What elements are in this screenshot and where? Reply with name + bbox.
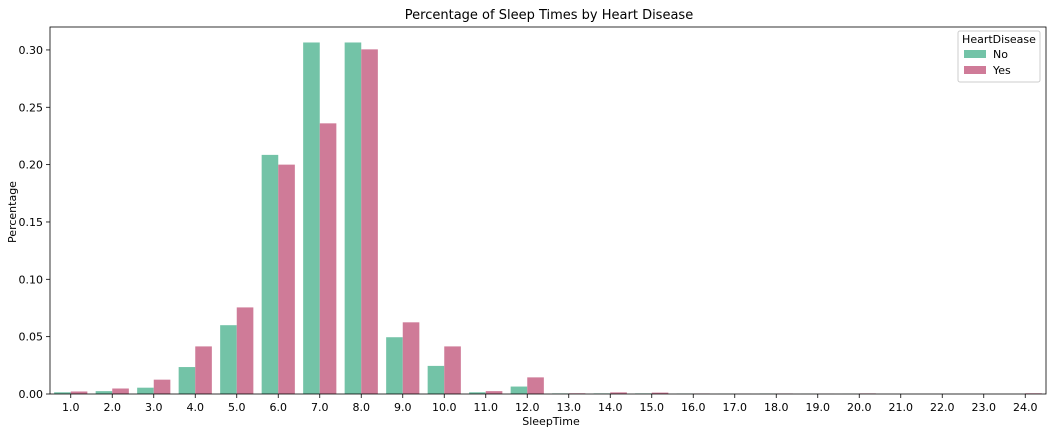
bar-no-1.0 [54,392,71,394]
x-tick-label: 11.0 [474,401,499,414]
bar-yes-7.0 [319,123,337,394]
bar-yes-4.0 [195,346,212,394]
y-tick-label: 0.15 [19,216,44,229]
x-tick-label: 18.0 [764,401,789,414]
x-tick-label: 4.0 [187,401,205,414]
legend: HeartDisease No Yes [957,30,1041,83]
legend-swatch-yes [964,66,986,74]
y-tick-label: 0.05 [19,331,44,344]
plot-frame [49,26,1047,395]
bar-no-2.0 [95,391,113,394]
x-tick-label: 3.0 [145,401,163,414]
legend-swatch-no [964,50,986,58]
bar-no-12.0 [510,386,528,394]
bar-yes-14.0 [610,392,627,394]
x-tick-label: 22.0 [930,401,955,414]
x-tick-label: 19.0 [806,401,831,414]
x-tick-label: 23.0 [972,401,997,414]
bar-yes-9.0 [402,322,420,394]
bar-yes-6.0 [278,164,295,395]
bar-yes-11.0 [485,391,503,394]
legend-label-yes: Yes [992,64,1011,77]
bar-yes-3.0 [153,379,171,394]
bars-group [54,42,1042,395]
x-tick-label: 10.0 [432,401,457,414]
x-tick-label: 6.0 [270,401,288,414]
x-tick-label: 2.0 [104,401,122,414]
bar-yes-1.0 [70,391,88,394]
bar-no-9.0 [386,337,403,394]
bar-no-8.0 [344,42,362,394]
bar-yes-12.0 [527,377,544,394]
y-tick-label: 0.20 [19,159,44,172]
x-tick-label: 12.0 [515,401,540,414]
x-axis-title: SleepTime [522,415,580,428]
chart-title: Percentage of Sleep Times by Heart Disea… [405,8,693,23]
x-tick-label: 7.0 [311,401,329,414]
bar-no-5.0 [220,325,237,394]
y-axis-title: Percentage [6,181,19,243]
bar-yes-10.0 [444,346,461,394]
x-tick-label: 16.0 [681,401,706,414]
x-tick-label: 9.0 [394,401,412,414]
bar-no-6.0 [261,154,279,394]
y-tick-label: 0.30 [19,44,44,57]
bar-no-3.0 [137,387,154,394]
y-tick-label: 0.00 [19,388,44,401]
legend-title: HeartDisease [962,33,1036,46]
bar-yes-2.0 [112,388,129,394]
x-tick-label: 8.0 [353,401,371,414]
bar-yes-5.0 [236,307,254,394]
x-tick-label: 13.0 [557,401,582,414]
axes-group: 0.00 0.05 0.10 0.15 0.20 0.25 0.30 1.0 2.0 3.0 4.0… [19,26,1047,414]
x-tick-label: 5.0 [228,401,246,414]
x-tick-label: 21.0 [889,401,914,414]
x-tick-label: 24.0 [1013,401,1038,414]
legend-label-no: No [993,48,1008,61]
bar-yes-8.0 [361,49,378,395]
bar-no-11.0 [469,392,486,394]
bar-no-4.0 [178,367,196,394]
y-tick-label: 0.10 [19,273,44,286]
bar-yes-15.0 [651,392,669,394]
x-tick-label: 20.0 [847,401,872,414]
x-tick-label: 17.0 [723,401,748,414]
x-tick-label: 14.0 [598,401,623,414]
bar-no-10.0 [427,365,445,394]
y-tick-label: 0.25 [19,101,44,114]
x-tick-label: 15.0 [640,401,665,414]
bar-no-7.0 [303,42,320,394]
x-tick-label: 1.0 [62,401,80,414]
